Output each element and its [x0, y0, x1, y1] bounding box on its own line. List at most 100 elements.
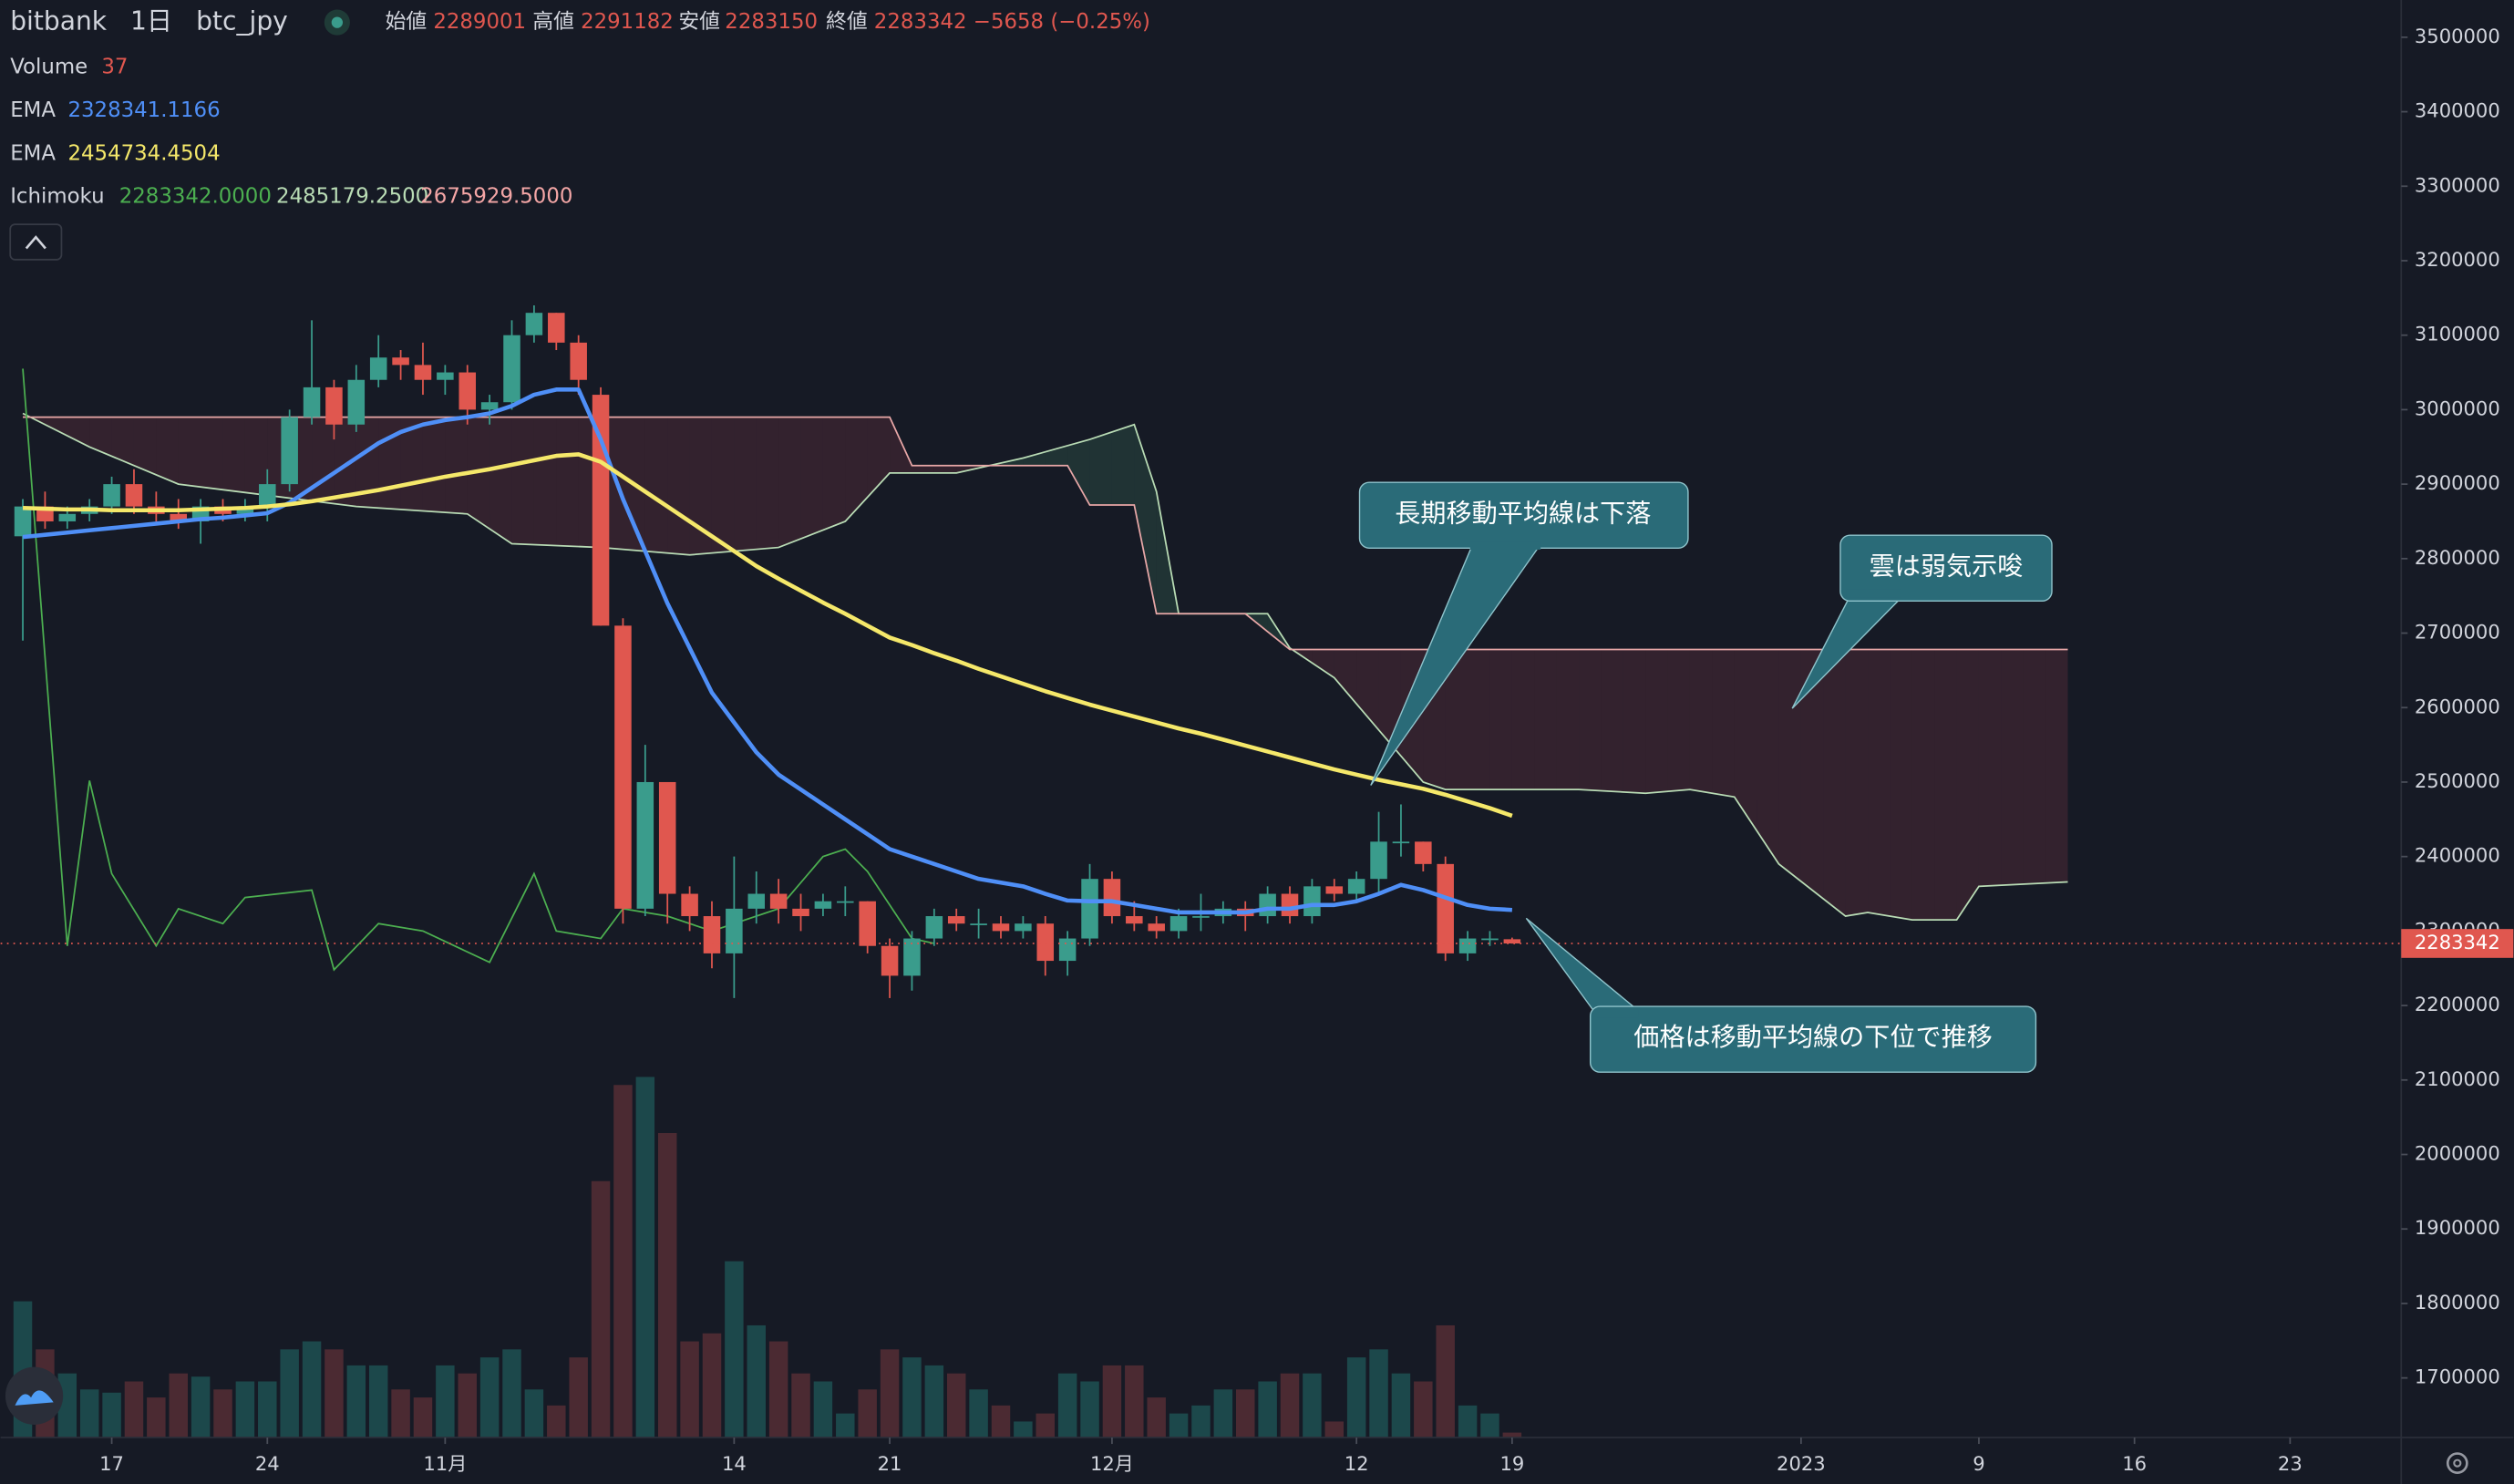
logo[interactable]: [5, 1366, 64, 1425]
volume-bar: [725, 1261, 744, 1438]
cloud-fill: [489, 417, 512, 544]
candle-body: [614, 625, 632, 909]
cloud-fill: [1445, 649, 1468, 790]
market-status-dot: [331, 16, 344, 28]
volume-bar: [1458, 1405, 1478, 1438]
volume-bar: [747, 1324, 766, 1438]
cloud-fill: [1667, 649, 1690, 792]
cloud-fill: [533, 417, 557, 546]
cloud-fill: [355, 417, 379, 509]
candle-body: [236, 506, 254, 514]
volume-bar: [413, 1397, 433, 1438]
cloud-fill: [867, 417, 891, 498]
indicator-name[interactable]: EMA: [10, 141, 56, 165]
cloud-fill: [667, 417, 690, 555]
indicator-value: 37: [101, 55, 128, 78]
volume-bar: [524, 1389, 544, 1438]
volume-bar: [791, 1373, 810, 1438]
candle-body: [636, 781, 654, 909]
candle-body: [658, 781, 676, 894]
y-tick-label: 2700000: [2415, 621, 2500, 644]
indicator-value: 2485179.2500: [276, 185, 428, 209]
candle-body: [1081, 879, 1098, 939]
volume-bar: [479, 1357, 500, 1438]
volume-bar: [1169, 1413, 1189, 1438]
x-tick-label: 9: [1973, 1452, 1984, 1475]
volume-bar: [946, 1373, 966, 1438]
cloud-fill: [1934, 649, 1957, 921]
ohlc-value: 2283150: [725, 10, 818, 34]
volume-bar: [613, 1085, 633, 1438]
cloud-fill: [2023, 649, 2046, 884]
symbol[interactable]: btc_jpy: [196, 6, 288, 36]
candle-body: [14, 506, 32, 537]
volume-bar: [213, 1389, 232, 1438]
candle-body: [1503, 939, 1521, 943]
indicator-value: 2454734.4504: [67, 141, 220, 165]
cloud-fill: [711, 417, 735, 553]
volume-bar: [79, 1389, 99, 1438]
indicator-name[interactable]: Volume: [10, 55, 88, 78]
cloud-fill: [644, 417, 668, 553]
candle-body: [170, 513, 188, 521]
candle-body: [1015, 923, 1032, 932]
candle-body: [480, 402, 499, 410]
annotation-text: 長期移動平均線は下落: [1395, 498, 1651, 528]
cloud-fill: [778, 417, 801, 548]
cloud-fill: [1757, 649, 1779, 864]
candle-body: [814, 901, 832, 909]
candle-body: [259, 484, 276, 507]
volume-bar: [924, 1365, 944, 1438]
volume-bar: [635, 1077, 655, 1438]
volume-bar: [1436, 1324, 1455, 1438]
x-tick-label: 21: [878, 1452, 902, 1475]
candle-body: [837, 901, 854, 903]
cloud-fill: [111, 417, 134, 466]
volume-bar: [368, 1365, 388, 1438]
cloud-fill: [334, 417, 356, 507]
candle-body: [103, 484, 120, 507]
settings-icon[interactable]: [2446, 1452, 2468, 1475]
indicator-value: 2328341.1166: [67, 98, 220, 122]
candle-body: [414, 365, 432, 380]
y-tick-label: 3200000: [2415, 248, 2500, 271]
ohlc-label: 始値: [386, 10, 428, 34]
candle-body: [1281, 893, 1299, 917]
candle-body: [925, 916, 943, 939]
volume-bar: [591, 1180, 611, 1438]
cloud-fill: [734, 417, 757, 551]
volume-bar: [768, 1341, 788, 1438]
collapse-button[interactable]: [9, 223, 63, 261]
cloud-fill: [1778, 649, 1801, 881]
volume-bar: [657, 1132, 677, 1438]
volume-bar: [1303, 1373, 1322, 1438]
candle-body: [392, 357, 409, 366]
y-tick-label: 3000000: [2415, 397, 2500, 419]
interval[interactable]: 1日: [130, 6, 172, 36]
chart-title: bitbank: [10, 6, 108, 36]
candle-body: [503, 335, 520, 403]
ema-line: [22, 387, 1512, 915]
candle-body: [1347, 879, 1365, 894]
candle-body: [947, 916, 965, 924]
indicator-name[interactable]: Ichimoku: [10, 185, 104, 209]
candle-body: [303, 386, 321, 417]
cloud-fill: [201, 417, 223, 490]
candle-body: [726, 908, 743, 953]
candle-body: [1392, 841, 1410, 844]
volume-bar: [1014, 1421, 1033, 1438]
candle-body: [1148, 923, 1165, 932]
candle-body: [1126, 916, 1143, 924]
candle-body: [859, 901, 876, 946]
volume-bar: [280, 1349, 299, 1438]
candle-body: [1458, 938, 1477, 953]
cloud-fill: [1712, 649, 1735, 798]
cloud-fill: [511, 417, 534, 545]
ohlc-value: 2291182: [581, 10, 674, 34]
volume-bar: [147, 1397, 166, 1438]
annotation: 雲は弱気示唆: [1791, 534, 2053, 709]
volume-bar: [191, 1376, 211, 1438]
indicator-name[interactable]: EMA: [10, 98, 56, 122]
last-price-tag: [2401, 929, 2514, 958]
